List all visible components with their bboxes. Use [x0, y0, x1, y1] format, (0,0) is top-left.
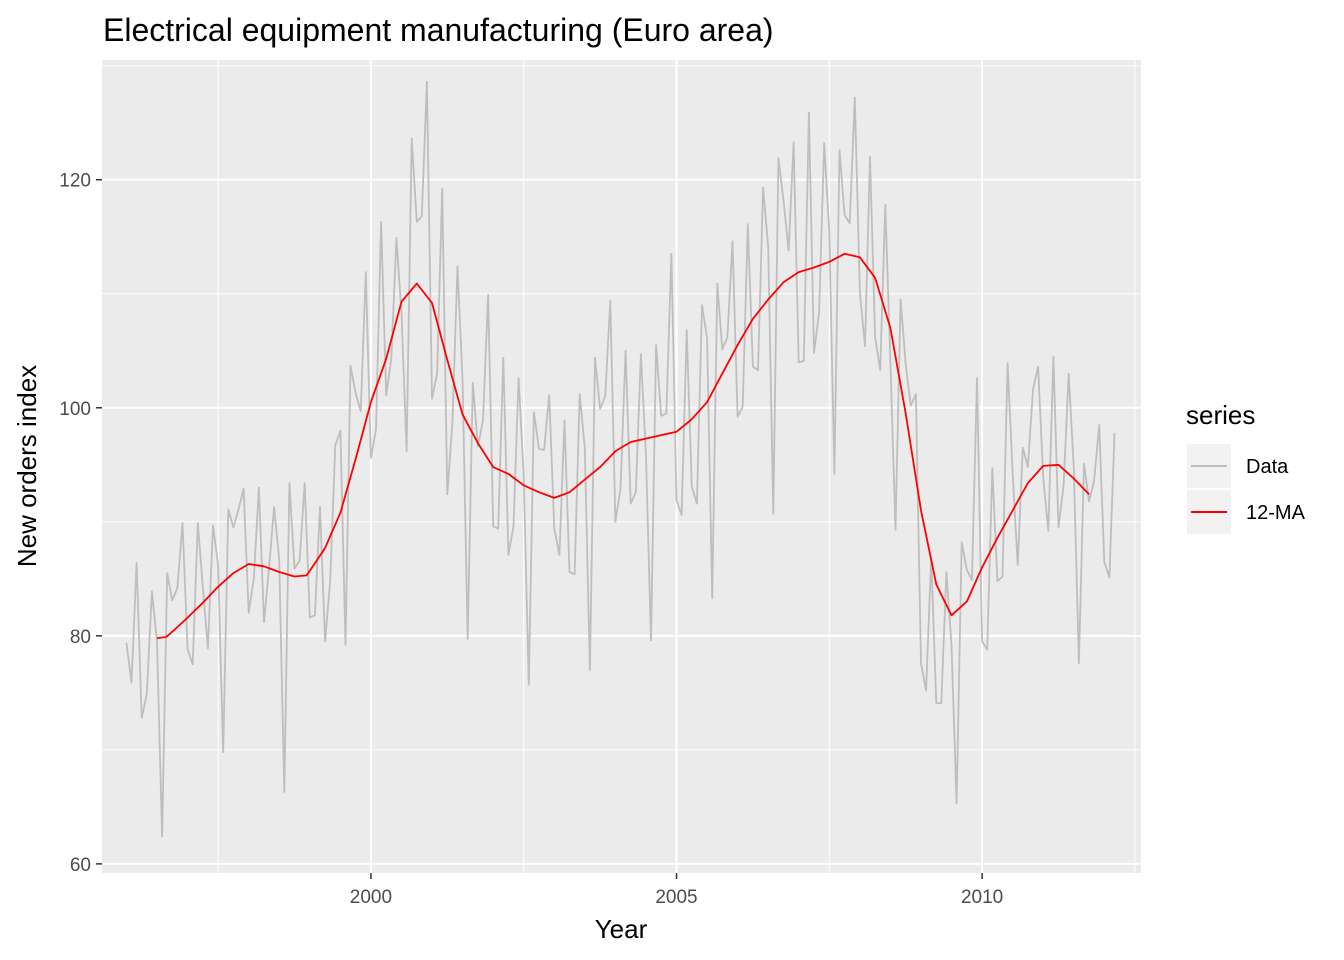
- legend-title: series: [1186, 400, 1255, 430]
- y-tick-label: 60: [70, 855, 91, 876]
- series-line-12-ma: [156, 252, 1090, 639]
- y-tick-label: 100: [59, 399, 91, 420]
- x-tick-label: 2000: [350, 887, 392, 908]
- legend-keys: Data 12-MA: [1187, 444, 1306, 534]
- x-tick-label: 2005: [655, 887, 697, 908]
- series-line-data: [125, 80, 1116, 838]
- x-axis-title: Year: [595, 914, 648, 944]
- y-axis: 60 80 100 120: [59, 171, 102, 876]
- x-tick-label: 2010: [961, 887, 1003, 908]
- legend-label: 12-MA: [1246, 502, 1306, 524]
- y-tick-label: 80: [70, 627, 91, 648]
- chart-title: Electrical equipment manufacturing (Euro…: [103, 12, 774, 48]
- legend-label: Data: [1246, 456, 1289, 478]
- y-axis-title: New orders index: [12, 365, 42, 567]
- y-tick-label: 120: [59, 171, 91, 192]
- legend: series Data 12-MA: [1186, 400, 1306, 534]
- series-layer: [125, 80, 1116, 838]
- x-axis: 2000 2005 2010: [350, 873, 1003, 908]
